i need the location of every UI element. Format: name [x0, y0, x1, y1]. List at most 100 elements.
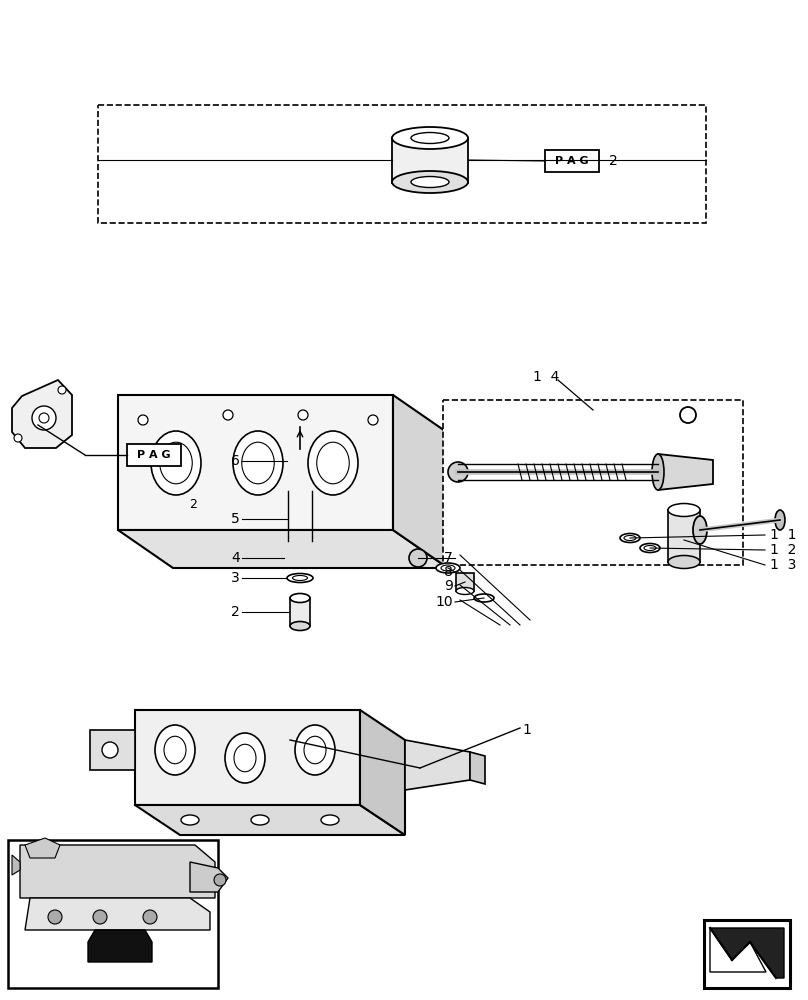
- Ellipse shape: [288, 518, 312, 526]
- Ellipse shape: [295, 725, 335, 775]
- Text: 6: 6: [231, 454, 240, 468]
- Circle shape: [39, 413, 49, 423]
- Ellipse shape: [668, 504, 700, 516]
- Ellipse shape: [392, 171, 468, 193]
- Polygon shape: [90, 730, 135, 770]
- Circle shape: [93, 910, 107, 924]
- Text: 1  4: 1 4: [533, 370, 559, 384]
- Circle shape: [680, 407, 696, 423]
- Bar: [545, 150, 599, 172]
- Circle shape: [409, 549, 427, 567]
- Bar: [118, 395, 393, 530]
- Ellipse shape: [181, 815, 199, 825]
- Polygon shape: [12, 855, 20, 875]
- Polygon shape: [88, 930, 152, 962]
- Ellipse shape: [775, 510, 785, 530]
- Text: 2: 2: [189, 498, 197, 512]
- Ellipse shape: [288, 497, 312, 505]
- Bar: [443, 400, 743, 565]
- Polygon shape: [135, 805, 405, 835]
- Ellipse shape: [693, 516, 707, 544]
- Text: 7: 7: [444, 551, 453, 565]
- Ellipse shape: [288, 539, 312, 547]
- Polygon shape: [20, 845, 215, 898]
- Ellipse shape: [287, 448, 313, 458]
- Circle shape: [48, 910, 62, 924]
- Circle shape: [138, 415, 148, 425]
- Polygon shape: [118, 530, 448, 568]
- Text: 8: 8: [444, 565, 453, 579]
- Bar: [456, 573, 474, 591]
- Ellipse shape: [287, 574, 313, 582]
- Text: 1  1: 1 1: [770, 528, 797, 542]
- Ellipse shape: [304, 736, 326, 764]
- Ellipse shape: [624, 536, 636, 540]
- Text: 3: 3: [231, 571, 240, 585]
- Text: 10: 10: [436, 595, 453, 609]
- Ellipse shape: [288, 525, 312, 533]
- Text: 9: 9: [444, 579, 453, 593]
- Ellipse shape: [292, 576, 308, 580]
- Ellipse shape: [160, 442, 192, 484]
- Polygon shape: [25, 898, 210, 930]
- Ellipse shape: [287, 470, 313, 480]
- Ellipse shape: [644, 546, 656, 550]
- Polygon shape: [710, 928, 784, 978]
- Circle shape: [143, 910, 157, 924]
- Polygon shape: [190, 862, 228, 892]
- Ellipse shape: [242, 442, 274, 484]
- Text: P A G: P A G: [555, 156, 589, 166]
- Ellipse shape: [668, 556, 700, 568]
- Polygon shape: [405, 740, 470, 790]
- Text: 2: 2: [231, 605, 240, 619]
- Ellipse shape: [285, 553, 315, 563]
- Polygon shape: [658, 454, 713, 490]
- Ellipse shape: [233, 431, 283, 495]
- Polygon shape: [12, 380, 72, 448]
- Bar: [392, 138, 468, 183]
- Circle shape: [223, 410, 233, 420]
- Polygon shape: [360, 710, 405, 835]
- Ellipse shape: [288, 532, 312, 540]
- Text: 1  2: 1 2: [770, 543, 797, 557]
- Text: 1: 1: [522, 723, 531, 737]
- Ellipse shape: [436, 563, 460, 573]
- Circle shape: [32, 406, 56, 430]
- Polygon shape: [135, 710, 360, 805]
- Circle shape: [448, 462, 468, 482]
- Circle shape: [102, 742, 118, 758]
- Bar: [290, 598, 310, 626]
- Ellipse shape: [441, 565, 455, 571]
- Ellipse shape: [411, 176, 449, 188]
- Text: 5: 5: [231, 512, 240, 526]
- Circle shape: [214, 874, 226, 886]
- Bar: [127, 444, 181, 466]
- Ellipse shape: [290, 593, 310, 602]
- Circle shape: [298, 410, 308, 420]
- Bar: [8, 840, 218, 988]
- Ellipse shape: [411, 132, 449, 143]
- Circle shape: [58, 386, 66, 394]
- Ellipse shape: [620, 534, 640, 542]
- Ellipse shape: [456, 587, 474, 594]
- Polygon shape: [393, 395, 448, 568]
- Bar: [704, 920, 790, 988]
- Ellipse shape: [234, 744, 256, 772]
- Ellipse shape: [164, 736, 186, 764]
- Circle shape: [368, 415, 378, 425]
- Ellipse shape: [151, 431, 201, 495]
- Polygon shape: [710, 928, 766, 972]
- Ellipse shape: [652, 454, 664, 490]
- Ellipse shape: [321, 815, 339, 825]
- Text: 4: 4: [231, 551, 240, 565]
- Ellipse shape: [474, 594, 494, 602]
- Bar: [98, 105, 706, 223]
- Ellipse shape: [317, 442, 349, 484]
- Ellipse shape: [288, 490, 312, 498]
- Polygon shape: [470, 752, 485, 784]
- Ellipse shape: [640, 544, 660, 552]
- Bar: [288, 453, 312, 473]
- Ellipse shape: [290, 621, 310, 631]
- Ellipse shape: [155, 725, 195, 775]
- Ellipse shape: [292, 555, 309, 561]
